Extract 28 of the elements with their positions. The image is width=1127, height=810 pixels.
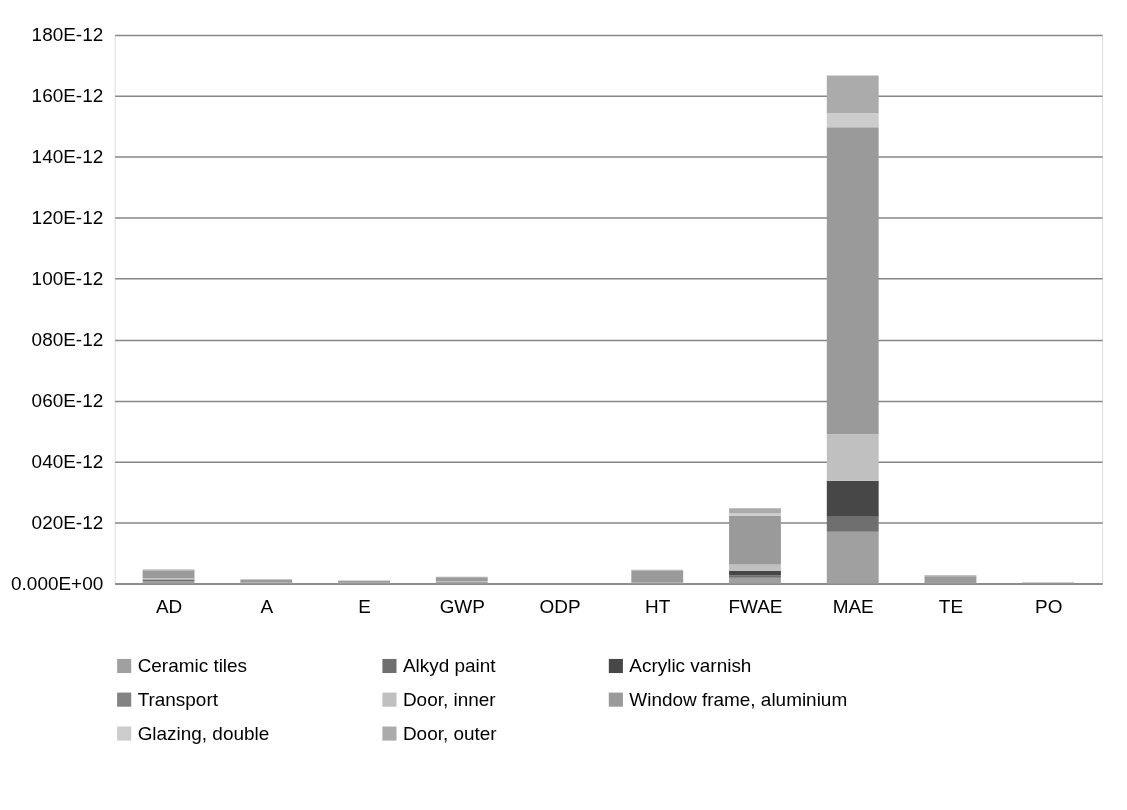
y-tick-label: 140E-12 bbox=[31, 146, 104, 168]
x-tick-label: TE bbox=[938, 595, 964, 617]
y-tick-label: 060E-12 bbox=[31, 390, 104, 412]
legend-label: Alkyd paint bbox=[402, 654, 497, 676]
y-tick-label: 180E-12 bbox=[31, 24, 104, 46]
y-tick-label: 160E-12 bbox=[31, 85, 104, 107]
y-tick-label: 100E-12 bbox=[31, 268, 104, 290]
x-tick-label: A bbox=[260, 595, 274, 617]
x-tick-label: HT bbox=[645, 595, 671, 617]
legend-label: Ceramic tiles bbox=[137, 654, 248, 676]
y-tick-label: 080E-12 bbox=[31, 329, 104, 351]
legend-label: Window frame, aluminium bbox=[629, 688, 848, 710]
x-tick-label: MAE bbox=[832, 595, 874, 617]
legend-label: Glazing, double bbox=[137, 722, 270, 744]
y-tick-label: 0.000E+00 bbox=[11, 572, 104, 594]
legend-label: Transport bbox=[137, 688, 219, 710]
legend-label: Door, outer bbox=[402, 722, 497, 744]
x-tick-label: AD bbox=[155, 595, 183, 617]
y-tick-label: 020E-12 bbox=[31, 511, 104, 533]
x-tick-label: ODP bbox=[539, 595, 581, 617]
x-tick-label: E bbox=[358, 595, 371, 617]
legend-label: Door, inner bbox=[402, 688, 496, 710]
x-tick-label: FWAE bbox=[728, 595, 783, 617]
legend-label: Acrylic varnish bbox=[629, 654, 752, 676]
y-tick-label: 120E-12 bbox=[31, 207, 104, 229]
x-tick-label: PO bbox=[1035, 595, 1063, 617]
y-tick-label: 040E-12 bbox=[31, 451, 104, 473]
x-tick-label: GWP bbox=[439, 595, 485, 617]
